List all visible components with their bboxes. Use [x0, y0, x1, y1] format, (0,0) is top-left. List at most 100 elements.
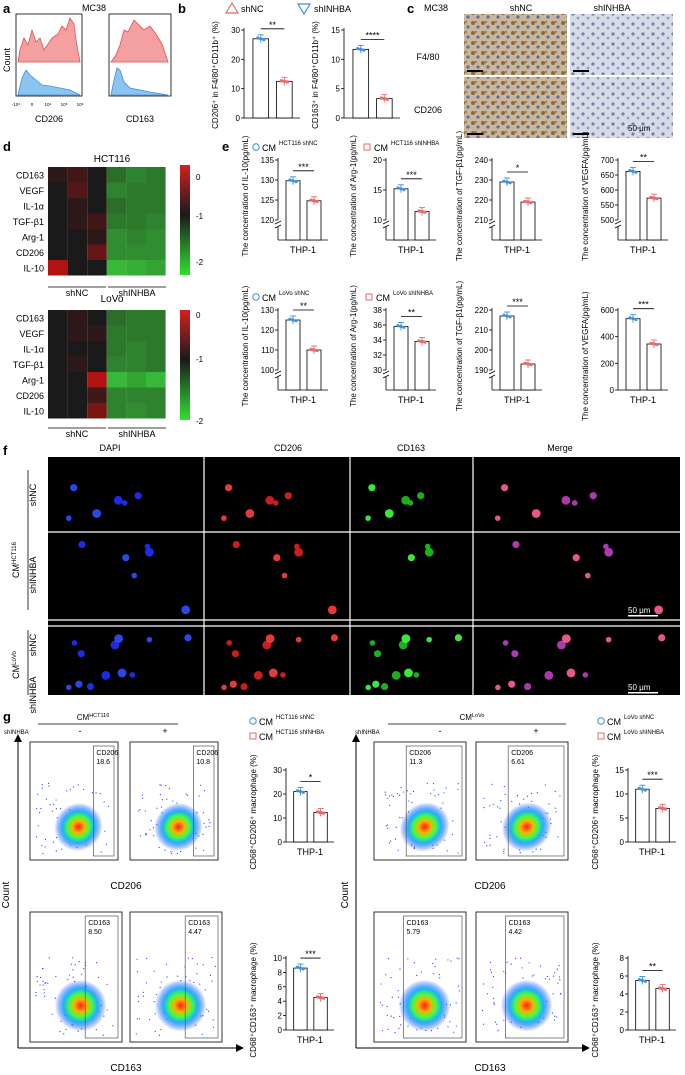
legend-triangle-down-icon	[296, 3, 312, 16]
event-dot	[91, 792, 94, 794]
data-point	[319, 996, 323, 1000]
gate-label: CD163	[508, 920, 530, 927]
fluorescent-cell	[184, 634, 192, 642]
fluorescent-cell	[603, 543, 609, 550]
data-point	[628, 169, 632, 173]
heatmap-cell	[87, 341, 107, 357]
event-dot	[136, 971, 139, 973]
flow-plot: CD206 10.8	[129, 741, 219, 861]
heatmap-cell	[106, 403, 127, 419]
event-dot	[41, 845, 43, 847]
event-dot	[42, 984, 44, 986]
event-dot	[452, 1031, 455, 1033]
data-point	[502, 179, 506, 183]
legend-square-icon	[249, 732, 257, 740]
event-dot	[196, 973, 198, 975]
heatmap-cell	[146, 244, 166, 260]
bar-chart-g-LoVo-CD163: 0 2 4 6 8 ** THP-1 CD68⁺CD163⁺ macrophage (%)	[591, 942, 676, 1058]
heatmap-row-label: IL-10	[23, 263, 44, 273]
panel-letter-b: b	[178, 1, 186, 16]
ihc-image-cd206-shnc	[464, 77, 567, 138]
event-dot	[489, 961, 492, 964]
heatmap-cell	[126, 325, 146, 341]
y-tick-label: 0	[278, 838, 283, 847]
heatmap-cell	[106, 260, 127, 276]
data-point	[526, 200, 530, 204]
data-point	[399, 187, 403, 191]
data-point	[282, 79, 286, 83]
heatmap-cell	[106, 387, 127, 403]
event-dot	[486, 993, 489, 995]
event-dot	[388, 795, 391, 797]
fluorescent-cell	[330, 634, 339, 642]
panel-c-title: MC38	[424, 3, 448, 13]
event-dot	[80, 973, 83, 975]
event-dot	[395, 826, 397, 828]
significance-label: ***	[298, 162, 309, 172]
event-dot	[37, 793, 39, 795]
heatmap-cell	[87, 325, 107, 341]
heatmap-cell	[126, 167, 146, 183]
event-dot	[407, 1025, 409, 1027]
legend-circle-icon	[597, 717, 605, 725]
event-dot	[388, 804, 391, 806]
data-point	[417, 209, 421, 213]
heatmap-cell	[87, 229, 107, 245]
event-dot	[204, 989, 206, 991]
event-dot	[434, 965, 436, 968]
fluorescent-cell	[245, 509, 255, 518]
event-dot	[503, 852, 505, 854]
gate-value: 6.61	[511, 759, 525, 766]
tick-label: 10⁶	[77, 102, 84, 107]
bar-chart-g-HCT116-CD163: 0 2 4 6 8 10 *** THP-1 CD68⁺CD163⁺ macrophage (%…	[249, 942, 334, 1058]
event-dot	[200, 784, 202, 786]
heatmap-row-label: VEGF	[19, 186, 44, 196]
panel-a-title: MC38	[82, 3, 106, 13]
significance-label: ***	[406, 170, 417, 180]
event-dot	[489, 837, 491, 840]
data-point	[505, 180, 509, 184]
y-tick-label: 120	[261, 326, 275, 335]
xlabel-cd163: CD163	[474, 1063, 506, 1074]
y-tick-label: 0	[336, 114, 341, 123]
event-dot	[397, 849, 399, 851]
data-point	[399, 324, 403, 329]
heatmap-cell	[106, 244, 127, 260]
event-dot	[136, 1018, 138, 1020]
heatmap-cell	[48, 198, 68, 214]
ylabel-count: Count	[2, 48, 12, 73]
y-tick-label: 220	[475, 306, 489, 315]
y-tick-label: 130	[261, 176, 275, 185]
y-tick-label: 30	[373, 366, 382, 375]
bar-shnc	[252, 38, 270, 119]
event-dot	[399, 816, 401, 819]
data-point	[312, 348, 316, 352]
y-tick-label: 210	[475, 326, 489, 335]
data-point	[285, 80, 289, 84]
y-tick-label: 230	[475, 176, 489, 185]
event-dot	[168, 788, 171, 790]
event-dot	[52, 803, 55, 805]
fluorescent-cell	[365, 684, 372, 691]
histogram-shinhba	[17, 69, 81, 96]
fluorescent-cell	[86, 682, 95, 691]
legend-cm: CM	[376, 293, 390, 303]
event-dot	[189, 979, 191, 982]
event-dot	[196, 963, 198, 965]
event-dot	[484, 841, 486, 843]
event-dot	[36, 836, 38, 838]
panel-d: d HCT116 CD163 VEGF IL-1α TGF-β1 Arg-1 CD206 I…	[3, 139, 204, 439]
event-dot	[193, 981, 195, 984]
y-tick-label: 4	[620, 990, 625, 999]
event-dot	[496, 1023, 498, 1025]
event-dot	[492, 986, 494, 989]
event-dot	[559, 795, 561, 797]
data-point	[652, 342, 656, 346]
density-cloud	[154, 802, 203, 851]
legend-circle-icon	[249, 717, 257, 725]
event-dot	[44, 838, 47, 841]
event-dot	[438, 973, 441, 976]
gate-label: CD163	[188, 920, 210, 927]
heatmap-title-hct116: HCT116	[94, 154, 131, 165]
y-tick-label: 110	[261, 346, 274, 355]
